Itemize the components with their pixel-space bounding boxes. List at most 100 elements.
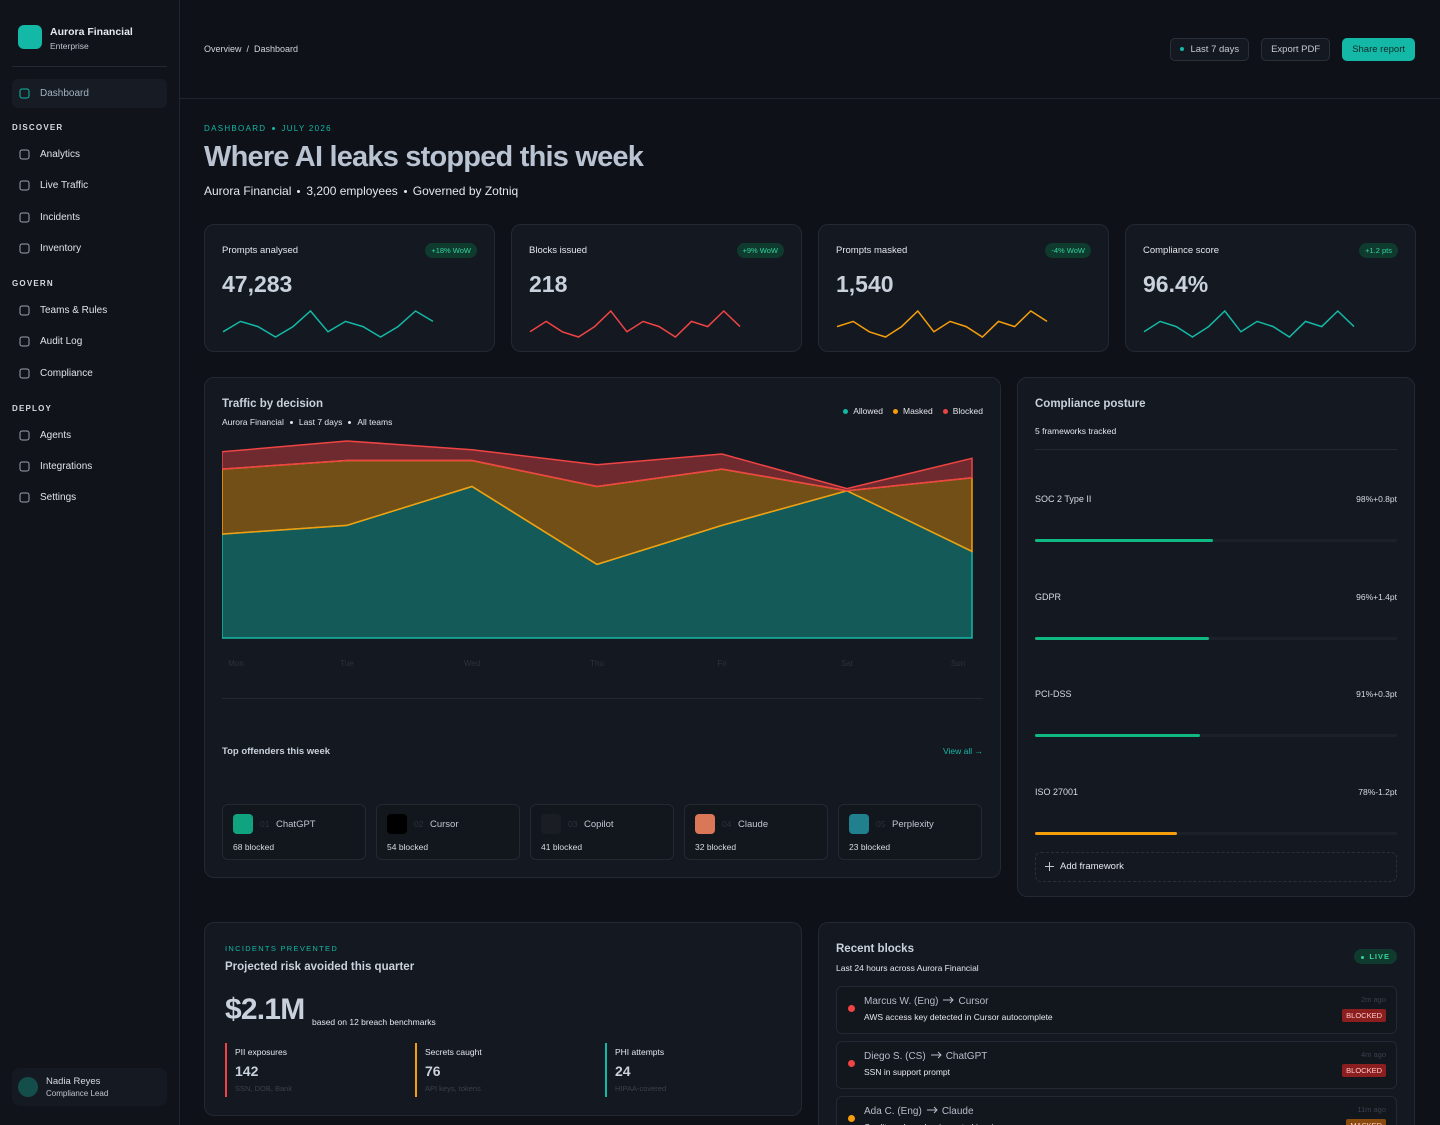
icon (19, 336, 30, 347)
offender-rank: 01 (260, 819, 270, 829)
progress-bar (1035, 539, 1213, 542)
card-title: Recent blocks (836, 943, 914, 955)
nav-section-title: DEPLOY (12, 403, 53, 413)
nav-item[interactable]: Compliance (12, 364, 167, 384)
card-subtitle: 5 frameworks tracked (1035, 426, 1117, 436)
legend-item[interactable]: Blocked (942, 406, 983, 416)
block-who: Ada C. (Eng) Claude (864, 1106, 974, 1117)
kpi-label: Compliance score (1143, 245, 1220, 256)
user-card[interactable]: Nadia Reyes Compliance Lead (12, 1068, 167, 1106)
block-item[interactable]: Ada C. (Eng) Claude Credit card number in … (836, 1096, 1397, 1125)
add-framework-button[interactable]: Add framework (1035, 852, 1397, 882)
icon-shape (19, 461, 30, 472)
tool: Claude (941, 1106, 974, 1117)
kpi-value: 218 (529, 271, 568, 297)
stat: PII exposures 142 SSN, DOB, Bank (225, 1043, 397, 1097)
block-item[interactable]: Marcus W. (Eng) Cursor AWS access key dete… (836, 986, 1397, 1034)
traffic-card: Traffic by decision Aurora Financial Last … (204, 377, 1001, 878)
nav-item[interactable]: Teams & Rules (12, 301, 167, 321)
link[interactable]: View all → (943, 746, 983, 756)
nav-item[interactable]: Incidents (12, 208, 167, 228)
nav-item[interactable]: Inventory (12, 239, 167, 259)
kpi-value: 96.4% (1143, 271, 1209, 297)
separator-dot (272, 127, 276, 131)
subtitle-item: Aurora Financial (222, 417, 284, 427)
framework-score: 96%+1.4pt (1356, 592, 1397, 602)
status-badge: BLOCKED (1342, 1064, 1386, 1077)
tool-icon (849, 814, 869, 834)
page-meta: Aurora Financial 3,200 employees Governed … (204, 184, 518, 198)
card-title: Compliance posture (1035, 398, 1146, 410)
button-label: Last 7 days (1190, 44, 1240, 55)
button-label: Add framework (1060, 861, 1124, 872)
offender-tile[interactable]: 05 Perplexity 23 blocked (838, 804, 982, 860)
kpi-value: 47,283 (222, 271, 293, 297)
topbar-actions: Last 7 days Export PDF Share report (1158, 38, 1415, 61)
offender-tile[interactable]: 02 Cursor 54 blocked (376, 804, 520, 860)
severity-dot (848, 1060, 855, 1067)
logo-mark (18, 25, 42, 49)
nav-item[interactable]: Integrations (12, 457, 167, 477)
button[interactable]: Export PDF (1261, 38, 1331, 61)
stat-detail: SSN, DOB, Bank (235, 1084, 293, 1093)
sparkline (1143, 309, 1355, 338)
legend-item[interactable]: Allowed (843, 406, 883, 416)
block-item[interactable]: Diego S. (CS) ChatGPT SSN in support promp… (836, 1041, 1397, 1089)
offender-count: 32 blocked (695, 842, 737, 852)
icon-shape (19, 243, 30, 254)
button[interactable]: Last 7 days (1170, 38, 1250, 61)
nav-item[interactable]: Agents (12, 426, 167, 446)
offender-tile[interactable]: 04 Claude 32 blocked (684, 804, 828, 860)
offender-tile[interactable]: 03 Copilot 41 blocked (530, 804, 674, 860)
nav-item[interactable]: Analytics (12, 145, 167, 165)
block-detail: SSN in support prompt (864, 1067, 950, 1077)
incidents-card: INCIDENTS PREVENTED Projected risk avoide… (204, 922, 802, 1116)
nav-item[interactable]: Audit Log (12, 332, 167, 352)
progress-track (1035, 831, 1397, 835)
progress-track (1035, 539, 1397, 542)
tool: ChatGPT (945, 1051, 988, 1062)
kpi-delta: +9% WoW (736, 243, 784, 258)
sparkline-line (529, 309, 741, 338)
nav-label: Settings (40, 492, 77, 504)
arrow-icon (943, 996, 955, 1004)
compliance-card: Compliance posture 5 frameworks tracked SO… (1017, 377, 1415, 897)
x-tick-label: Sat (841, 659, 854, 668)
nav-label: Teams & Rules (40, 304, 108, 316)
nav-label: Compliance (40, 367, 93, 379)
live-badge: LIVE (1354, 949, 1397, 964)
eyebrow: DASHBOARD JULY 2026 (204, 124, 332, 133)
nav-label: Inventory (40, 242, 82, 254)
breadcrumb-separator: / (246, 44, 250, 54)
tool-icon (695, 814, 715, 834)
offender-tile[interactable]: 01 ChatGPT 68 blocked (222, 804, 366, 860)
kpi-card: Compliance score +1.2 pts 96.4% (1125, 224, 1416, 352)
legend-label: Masked (902, 406, 933, 416)
nav-item[interactable]: Settings (12, 488, 167, 508)
progress-track (1035, 734, 1397, 737)
nav-item[interactable]: Live Traffic (12, 176, 167, 196)
block-time: 11m ago (1357, 1105, 1386, 1114)
offender-count: 68 blocked (233, 842, 275, 852)
tool: Cursor (958, 996, 989, 1007)
breadcrumb-item[interactable]: Overview (204, 44, 242, 54)
nav-item-active[interactable]: Dashboard (12, 79, 167, 108)
icon (19, 492, 30, 503)
legend-swatch (843, 409, 849, 415)
x-tick-label: Thu (590, 659, 604, 668)
icon-shape (19, 180, 30, 191)
stat: PHI attempts 24 HIPAA-covered (605, 1043, 777, 1097)
button-label: Share report (1352, 44, 1405, 55)
user-role: Compliance Lead (46, 1089, 109, 1098)
button[interactable]: Share report (1342, 38, 1415, 61)
offender-rank: 05 (876, 819, 886, 829)
progress-bar (1035, 831, 1177, 835)
icon-shape (19, 336, 30, 347)
legend-label: Blocked (952, 406, 983, 416)
icon (19, 149, 30, 160)
stat-value: 142 (235, 1063, 259, 1079)
arrow (930, 1051, 942, 1059)
breadcrumb-item[interactable]: Dashboard (254, 44, 299, 54)
legend-item[interactable]: Masked (892, 406, 933, 416)
